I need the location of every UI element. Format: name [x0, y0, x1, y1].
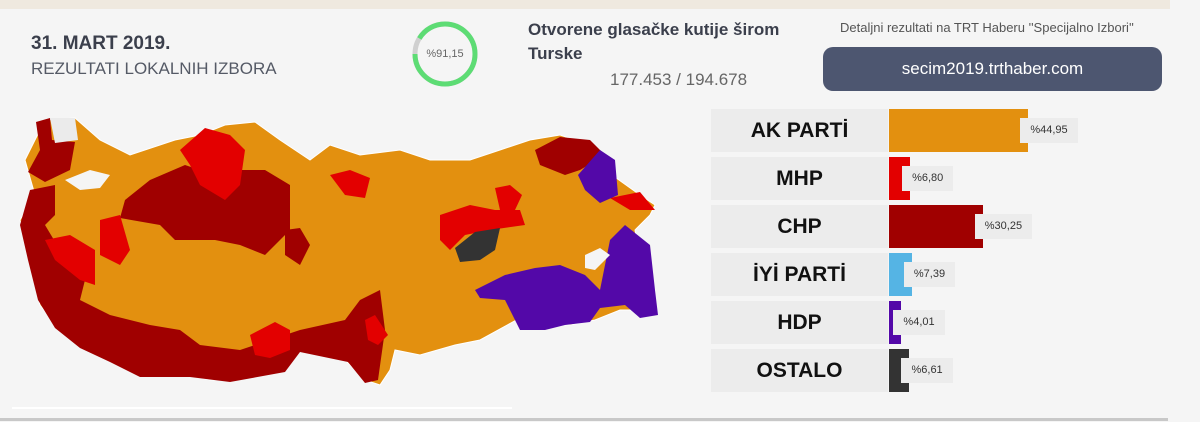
- map-mhp-corum: [330, 170, 370, 198]
- map-chp-west: [20, 185, 385, 383]
- party-row: CHP %30,25: [711, 205, 1171, 248]
- party-name: MHP: [711, 157, 888, 200]
- map-divider: [12, 407, 512, 409]
- map-chp-kirsehir: [285, 228, 310, 265]
- party-name: OSTALO: [711, 349, 888, 392]
- map-mhp-afyon: [100, 215, 130, 265]
- map-mhp-bayburt: [495, 185, 522, 210]
- map-chp-thrace: [28, 118, 75, 182]
- map-mhp-karaman: [250, 322, 290, 358]
- party-percent: %44,95: [1020, 118, 1078, 143]
- progress-ring: [412, 21, 478, 87]
- party-row: İYİ PARTİ %7,39: [711, 253, 1171, 296]
- details-text: Detaljni rezultati na TRT Haberu ''Speci…: [840, 20, 1134, 35]
- page-subtitle: REZULTATI LOKALNIH IZBORA: [31, 59, 277, 78]
- ballot-boxes-title: Otvorene glasačke kutije širom Turske: [528, 20, 780, 63]
- party-row: AK PARTİ %44,95: [711, 109, 1171, 152]
- map-hdp-kars: [578, 150, 618, 203]
- party-bar: [889, 109, 1029, 152]
- results-site-link-button[interactable]: secim2019.trthaber.com: [823, 47, 1162, 91]
- map-lake-van: [585, 248, 610, 270]
- bottom-divider: [0, 418, 1168, 421]
- map-mhp-artvin: [610, 192, 655, 210]
- map-mhp-west: [45, 235, 95, 285]
- map-mhp-north: [180, 128, 245, 200]
- map-mhp-osmaniye: [365, 315, 388, 345]
- party-percent: %30,25: [974, 214, 1033, 239]
- party-row: MHP %6,80: [711, 157, 1171, 200]
- turkey-results-map[interactable]: [0, 100, 690, 410]
- party-name: CHP: [711, 205, 888, 248]
- party-percent: %6,61: [901, 358, 953, 383]
- map-hdp-southeast: [475, 225, 658, 330]
- party-name: HDP: [711, 301, 888, 344]
- progress-percent: %91,15: [426, 48, 464, 60]
- map-marmara-sea: [65, 170, 110, 190]
- party-row: HDP %4,01: [711, 301, 1171, 344]
- election-date: 31. MART 2019.: [31, 33, 171, 54]
- ballot-boxes-count: 177.453 / 194.678: [610, 70, 748, 89]
- map-chp-central: [120, 165, 290, 255]
- party-bar: [889, 205, 983, 248]
- party-name: AK PARTİ: [711, 109, 888, 152]
- map-mhp-erzincan: [440, 205, 525, 250]
- party-row: OSTALO %6,61: [711, 349, 1171, 392]
- top-decorative-strip: [0, 0, 1170, 9]
- party-percent: %4,01: [893, 310, 945, 335]
- party-percent: %7,39: [903, 262, 956, 287]
- party-percent: %6,80: [902, 166, 954, 191]
- party-name: İYİ PARTİ: [711, 253, 888, 296]
- map-other-edirne: [50, 118, 78, 143]
- map-other-tunceli: [455, 228, 500, 262]
